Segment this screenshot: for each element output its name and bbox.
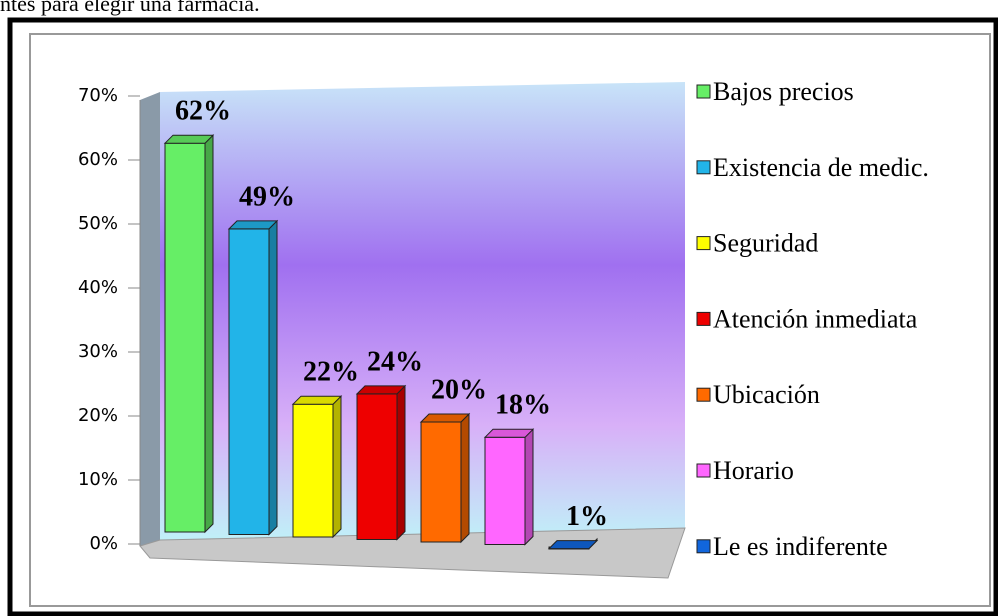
bar-side — [524, 428, 534, 546]
y-tick-label: 40% — [78, 277, 118, 298]
legend-swatch — [696, 236, 711, 251]
bar-top — [419, 413, 471, 423]
legend-label: Seguridad — [713, 229, 818, 258]
value-label: 24% — [367, 346, 423, 377]
legend-label: Ubicación — [713, 380, 820, 409]
bar-top — [483, 428, 535, 438]
legend-swatch — [696, 539, 711, 554]
bar-top — [227, 220, 279, 230]
value-label: 18% — [495, 390, 551, 421]
y-tick-label: 10% — [78, 469, 118, 490]
bar-side — [460, 412, 470, 544]
value-label: 62% — [175, 96, 231, 127]
value-label: 49% — [239, 181, 295, 212]
y-tick-label: 20% — [78, 405, 118, 426]
value-label: 1% — [566, 501, 608, 532]
bar-side — [396, 384, 406, 541]
caption: ntes para elegir una farmacia. — [0, 0, 260, 16]
y-tick-label: 50% — [78, 213, 118, 234]
legend-swatch — [696, 463, 711, 478]
legend-swatch — [696, 84, 711, 99]
legend-label: Le es indiferente — [713, 532, 888, 561]
floor — [139, 527, 686, 579]
bar-top — [547, 540, 599, 550]
bar — [484, 436, 526, 545]
y-tick-label: 0% — [89, 533, 118, 554]
y-tick-label: 70% — [78, 85, 118, 106]
legend-swatch — [696, 311, 711, 326]
bar-top — [355, 385, 407, 395]
back-wall — [160, 82, 685, 540]
side-wall — [140, 92, 160, 546]
bar-side — [332, 394, 342, 539]
bar-top — [163, 134, 215, 144]
legend-label: Bajos precios — [713, 77, 854, 106]
legend-label: Atención inmediata — [713, 304, 918, 333]
y-tick-label: 60% — [78, 149, 118, 170]
bar-top — [291, 395, 343, 405]
bar-side — [268, 219, 278, 536]
bar — [292, 403, 334, 538]
bar — [228, 228, 270, 535]
y-tick-label: 30% — [78, 341, 118, 362]
legend-swatch — [696, 160, 711, 175]
value-label: 20% — [431, 374, 487, 405]
bar — [420, 421, 462, 543]
outer-frame — [7, 17, 998, 616]
bar-side — [204, 133, 214, 534]
bar — [356, 393, 398, 540]
legend-swatch — [696, 387, 711, 402]
legend-label: Horario — [713, 456, 794, 485]
legend-label: Existencia de medic. — [713, 153, 929, 182]
value-label: 22% — [303, 357, 359, 388]
bar — [164, 142, 206, 533]
